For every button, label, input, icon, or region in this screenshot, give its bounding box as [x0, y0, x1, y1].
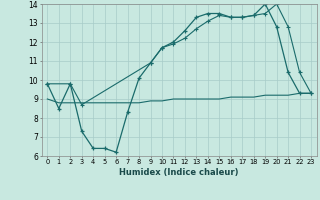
X-axis label: Humidex (Indice chaleur): Humidex (Indice chaleur)	[119, 168, 239, 177]
